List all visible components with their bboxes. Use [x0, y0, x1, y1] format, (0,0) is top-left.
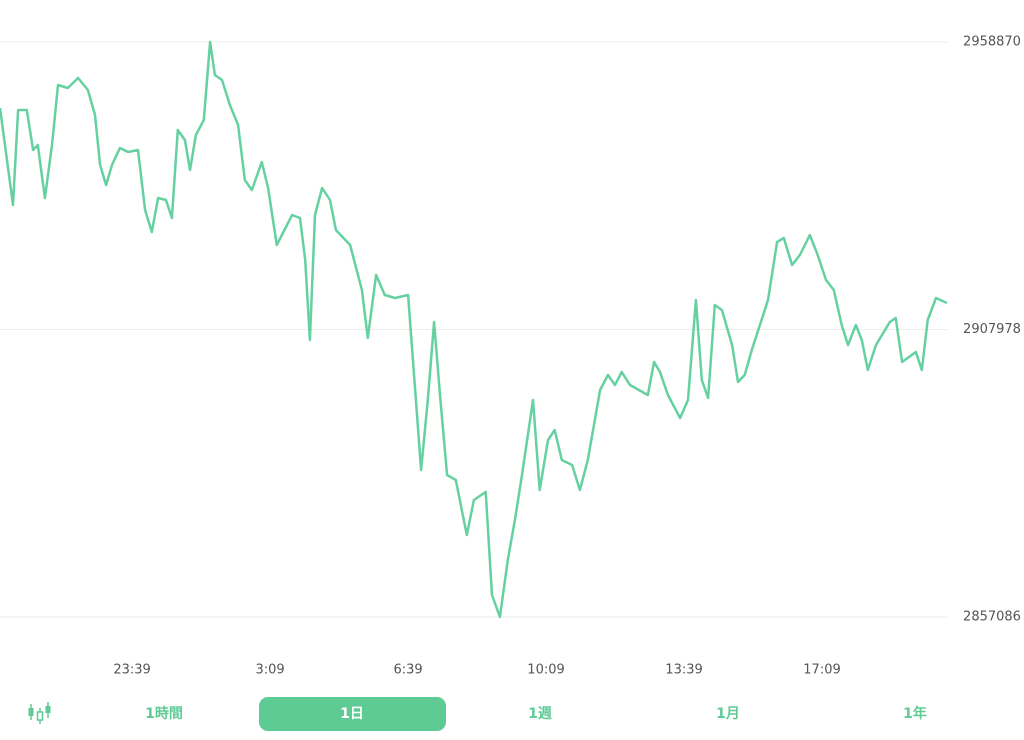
period-tab[interactable]: 1月: [716, 706, 740, 722]
selected-tab-pill[interactable]: [259, 697, 446, 731]
period-tab[interactable]: 1時間: [145, 705, 183, 722]
y-tick-label: 2857086: [963, 610, 1021, 625]
period-tab[interactable]: 1年: [903, 705, 927, 722]
x-tick-label: 10:09: [527, 663, 564, 678]
y-tick-label: 2958870: [963, 35, 1021, 50]
y-tick-label: 2907978: [963, 322, 1021, 337]
price-line: [0, 40, 948, 619]
x-tick-label: 6:39: [393, 663, 422, 678]
x-tick-label: 23:39: [113, 663, 150, 678]
period-tab[interactable]: 1週: [528, 706, 552, 722]
period-tab[interactable]: 1日: [340, 706, 364, 722]
x-tick-label: 13:39: [665, 663, 702, 678]
x-tick-label: 17:09: [803, 663, 840, 678]
candlestick-toggle-icon[interactable]: [28, 702, 51, 724]
x-tick-label: 3:09: [255, 663, 284, 678]
